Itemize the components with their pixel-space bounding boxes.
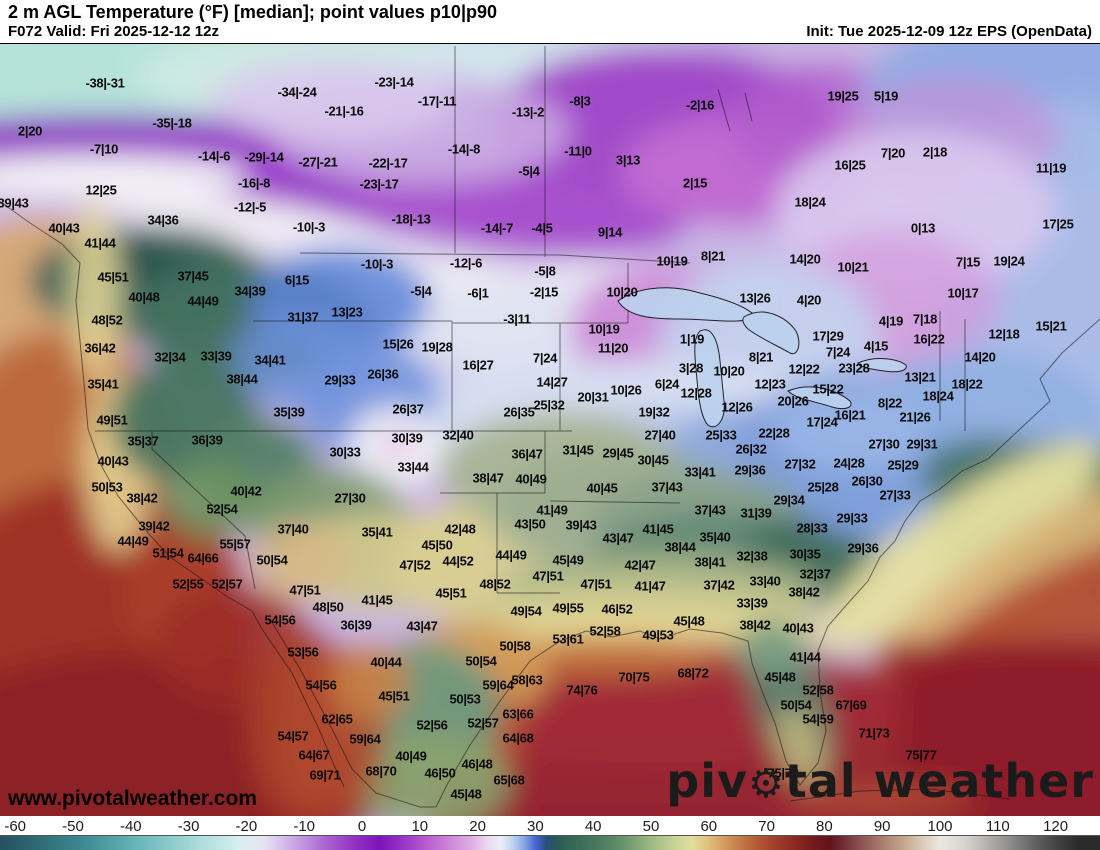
- init-time: Init: Tue 2025-12-09 12z EPS (OpenData): [806, 23, 1092, 40]
- great-lakes: [617, 287, 907, 428]
- colorbar-tick: 100: [927, 818, 953, 835]
- colorbar-tick: -30: [177, 818, 200, 835]
- colorbar-gradient: [0, 835, 1100, 850]
- colorbar-tick: 20: [469, 818, 486, 835]
- header: 2 m AGL Temperature (°F) [median]; point…: [0, 0, 1100, 43]
- colorbar-tick: 50: [642, 818, 660, 835]
- pivotal-weather-logo: piv⚙tal weather: [666, 758, 1094, 804]
- temperature-map: [0, 43, 1100, 817]
- gear-icon: ⚙: [747, 761, 785, 807]
- page-title: 2 m AGL Temperature (°F) [median]; point…: [8, 2, 497, 22]
- valid-time: F072 Valid: Fri 2025-12-12 12z: [8, 23, 219, 40]
- atlantic-coastline: [435, 318, 1100, 808]
- colorbar-tick: 60: [700, 818, 718, 835]
- colorbar-tick: 10: [411, 818, 429, 835]
- colorbar-tick: 30: [527, 818, 544, 835]
- colorbar-tick: -50: [62, 818, 84, 835]
- logo-text-right: tal weather: [784, 754, 1094, 808]
- temperature-field: [0, 44, 1100, 816]
- colorbar-tick: -10: [293, 818, 316, 835]
- cuba-coastline: [789, 788, 1011, 802]
- colorbar-tick: -60: [4, 818, 27, 835]
- map-borders: [0, 46, 1100, 808]
- pacific-coastline: [0, 200, 345, 788]
- colorbar-tick: 70: [758, 818, 775, 835]
- colorbar-tick: 0: [357, 818, 367, 835]
- colorbar-tick: 110: [985, 818, 1010, 835]
- colorbar-tick: -40: [119, 818, 142, 835]
- colorbar-ticks: -60 -50 -40 -30 -20 -10 0 10 20 30 40 50 60 70 80 90 100…: [0, 816, 1100, 834]
- colorbar-tick: -20: [235, 818, 258, 835]
- colorbar-tick: 80: [816, 818, 833, 835]
- logo-text-left: piv: [666, 754, 748, 808]
- gulf-california-line: [269, 618, 436, 808]
- colorbar-tick: 120: [1043, 818, 1069, 835]
- watermark: www.pivotalweather.com: [8, 787, 257, 810]
- colorbar-tick: 90: [873, 818, 891, 835]
- colorbar: -60 -50 -40 -30 -20 -10 0 10 20 30 40 50 60 70 80 90 100…: [0, 816, 1100, 850]
- colorbar-tick: 40: [584, 818, 602, 835]
